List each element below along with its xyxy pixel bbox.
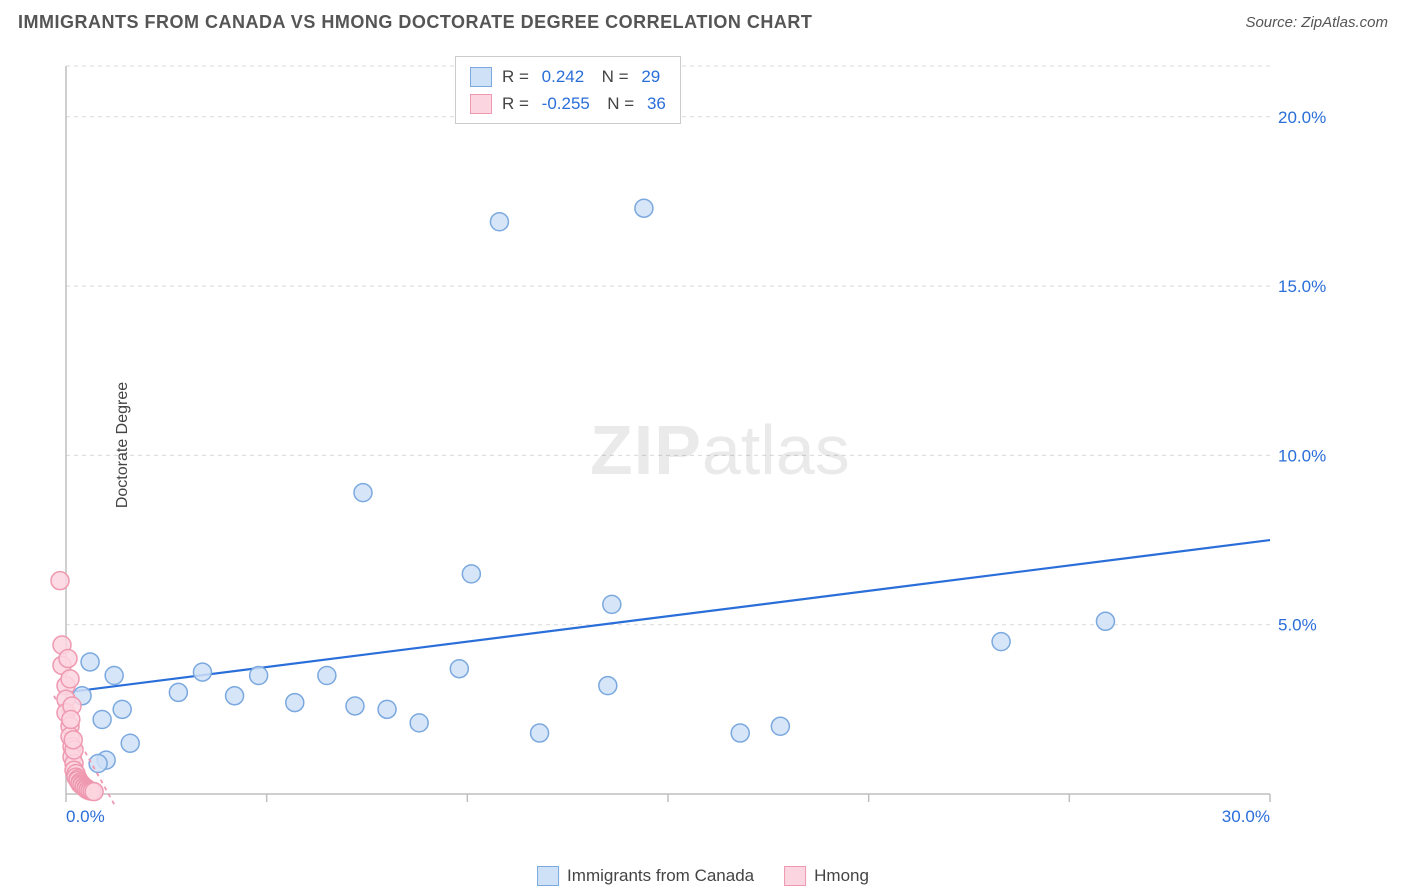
legend-row: R = -0.255 N = 36 bbox=[470, 90, 666, 117]
legend-label: Hmong bbox=[814, 866, 869, 886]
svg-text:20.0%: 20.0% bbox=[1278, 108, 1326, 127]
legend-swatch bbox=[537, 866, 559, 886]
svg-text:30.0%: 30.0% bbox=[1222, 807, 1270, 826]
svg-text:10.0%: 10.0% bbox=[1278, 446, 1326, 465]
legend-top: R = 0.242 N = 29 R = -0.255 N = 36 bbox=[455, 56, 681, 124]
legend-stat: R = -0.255 N = 36 bbox=[502, 90, 666, 117]
svg-text:15.0%: 15.0% bbox=[1278, 277, 1326, 296]
page-title: IMMIGRANTS FROM CANADA VS HMONG DOCTORAT… bbox=[18, 12, 812, 33]
legend-label: Immigrants from Canada bbox=[567, 866, 754, 886]
legend-row: R = 0.242 N = 29 bbox=[470, 63, 666, 90]
y-axis-label: Doctorate Degree bbox=[114, 382, 132, 508]
chart-svg: 0.0% 30.0% 5.0% 10.0% 15.0% 20.0% bbox=[50, 50, 1330, 840]
source-label: Source: ZipAtlas.com bbox=[1245, 14, 1388, 31]
legend-item: Hmong bbox=[784, 866, 869, 886]
legend-swatch bbox=[470, 94, 492, 114]
legend-item: Immigrants from Canada bbox=[537, 866, 754, 886]
legend-bottom: Immigrants from Canada Hmong bbox=[537, 866, 869, 886]
legend-swatch bbox=[470, 67, 492, 87]
svg-text:5.0%: 5.0% bbox=[1278, 616, 1317, 635]
scatter-chart: Doctorate Degree 0.0% 30.0% 5.0% 10.0% 15.0%… bbox=[50, 50, 1330, 840]
svg-text:0.0%: 0.0% bbox=[66, 807, 105, 826]
legend-stat: R = 0.242 N = 29 bbox=[502, 63, 660, 90]
legend-swatch bbox=[784, 866, 806, 886]
